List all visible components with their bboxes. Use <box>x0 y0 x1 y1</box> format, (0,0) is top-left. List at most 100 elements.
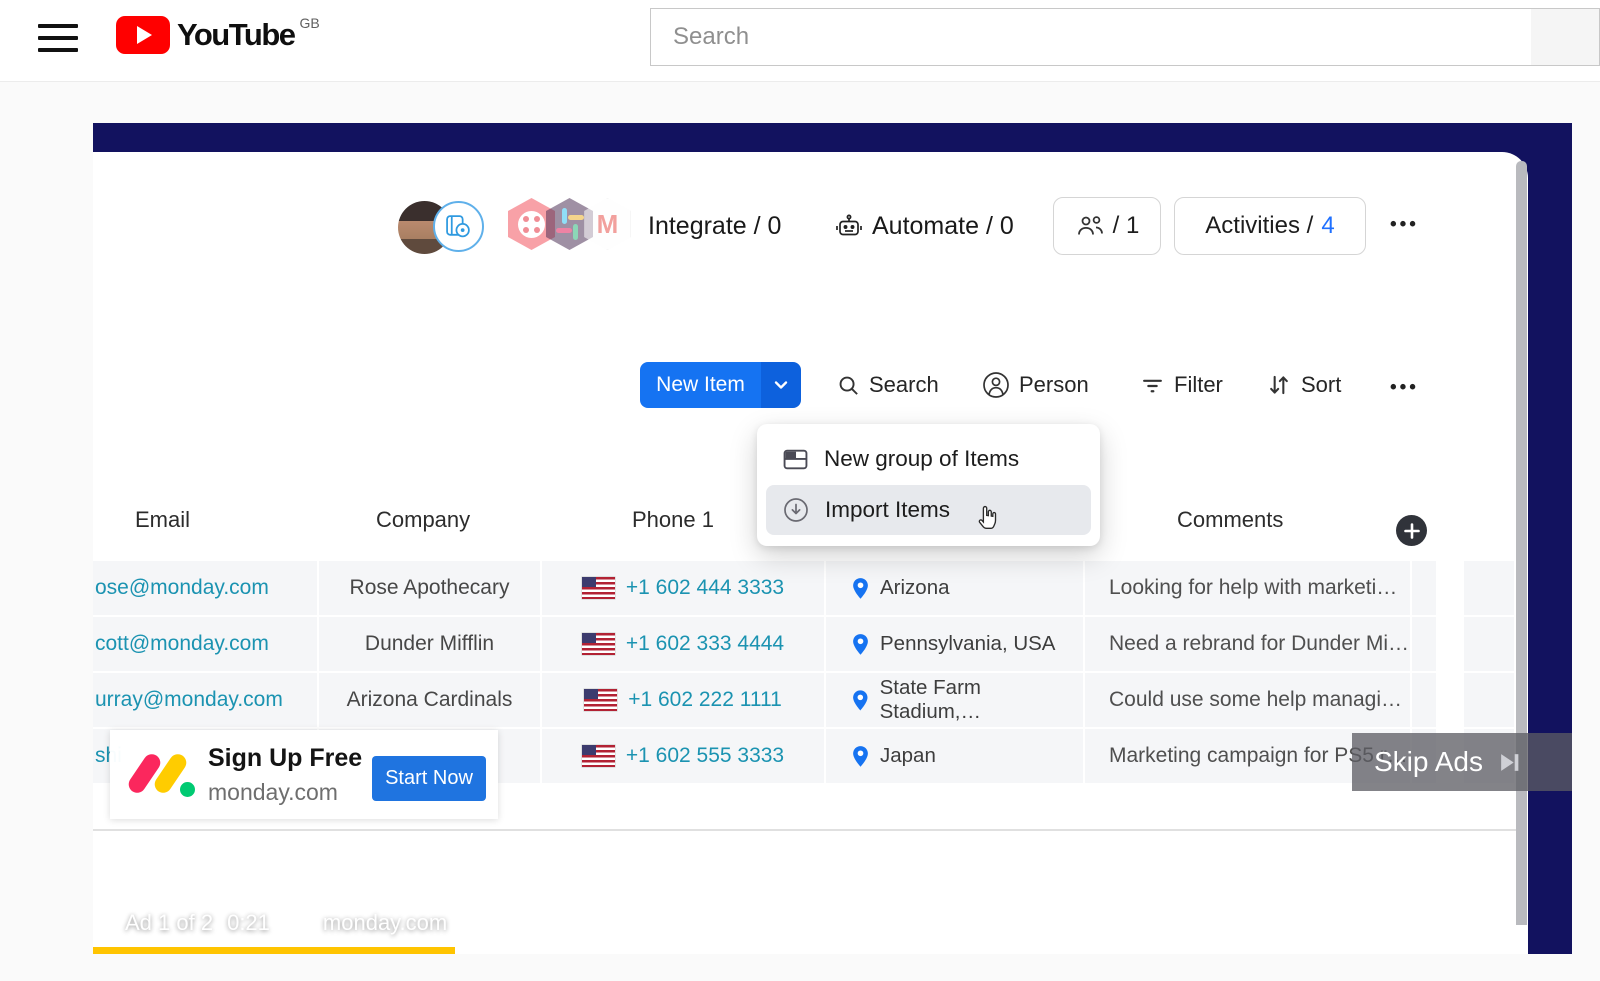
monday-app-card: M Integrate / 0 Automate / 0 / 1 Activit… <box>93 152 1528 954</box>
phone-cell[interactable]: +1 602 222 1111 <box>542 673 826 727</box>
members-count: / 1 <box>1112 212 1140 239</box>
toolbar-person-label: Person <box>1019 372 1089 397</box>
board-toolbar: New Item Search Person Filter <box>93 362 1528 408</box>
ad-progress-bar[interactable] <box>93 947 455 954</box>
location-pin-icon <box>853 689 868 710</box>
board-view-icon <box>433 201 484 252</box>
comment-cell[interactable]: Looking for help with marketi… <box>1085 561 1412 615</box>
sort-icon <box>1270 375 1288 395</box>
ad-meta-bar: Ad 1 of 2 0:21 monday.com <box>125 910 482 936</box>
company-cell[interactable]: Rose Apothecary <box>319 561 542 615</box>
toolbar-sort[interactable]: Sort <box>1266 362 1341 408</box>
plus-icon <box>1403 522 1420 539</box>
integrate-label[interactable]: Integrate / 0 <box>648 212 782 240</box>
menu-item-import-items[interactable]: Import Items <box>766 485 1091 535</box>
location-pin-icon <box>853 633 868 655</box>
location-cell[interactable]: State Farm Stadium,… <box>826 673 1085 727</box>
us-flag-icon <box>581 633 615 655</box>
location-pin-icon <box>853 745 868 767</box>
location-pin-icon <box>853 577 868 599</box>
email-cell[interactable]: ose@monday.com <box>93 561 319 615</box>
empty-cell <box>1464 617 1516 671</box>
board-end-divider <box>93 829 1516 831</box>
toolbar-more-button[interactable]: ••• <box>1390 377 1419 398</box>
automate-label[interactable]: Automate / 0 <box>872 212 1014 240</box>
email-cell[interactable]: cott@monday.com <box>93 617 319 671</box>
new-item-label: New Item <box>640 362 761 408</box>
youtube-region-label: GB <box>299 15 320 31</box>
add-column-button[interactable] <box>1396 515 1427 546</box>
email-cell[interactable]: urray@monday.com <box>93 673 319 727</box>
toolbar-search-label: Search <box>869 372 939 397</box>
skip-next-icon <box>1501 753 1519 771</box>
toolbar-sort-label: Sort <box>1301 372 1342 397</box>
ad-title: Sign Up Free <box>208 744 363 772</box>
us-flag-icon <box>584 689 618 711</box>
youtube-play-icon <box>116 16 170 54</box>
company-cell[interactable]: Dunder Mifflin <box>319 617 542 671</box>
hand-cursor-icon <box>978 505 997 530</box>
start-now-button[interactable]: Start Now <box>372 756 486 801</box>
search-button[interactable] <box>1531 8 1600 66</box>
app-scrollbar[interactable] <box>1516 161 1527 925</box>
info-icon[interactable] <box>284 911 309 936</box>
filter-icon <box>1143 379 1162 392</box>
column-header-comments[interactable]: Comments <box>1177 507 1284 532</box>
skip-ads-button[interactable]: Skip Ads <box>1352 733 1572 791</box>
group-icon <box>783 449 808 469</box>
new-item-dropdown-toggle[interactable] <box>761 362 801 408</box>
board-more-button[interactable]: ••• <box>1390 214 1419 235</box>
activities-label: Activities / <box>1205 212 1314 239</box>
toolbar-person[interactable]: Person <box>982 362 1089 408</box>
toolbar-filter-label: Filter <box>1174 372 1223 397</box>
video-player[interactable]: M Integrate / 0 Automate / 0 / 1 Activit… <box>93 123 1572 954</box>
ad-position-label: Ad 1 of 2 <box>125 910 214 935</box>
us-flag-icon <box>581 577 615 599</box>
empty-cell <box>1464 673 1516 727</box>
youtube-logo[interactable]: YouTube GB <box>116 15 320 55</box>
phone-cell[interactable]: +1 602 555 3333 <box>542 729 826 783</box>
people-icon <box>1077 216 1103 235</box>
empty-cell <box>1412 673 1438 727</box>
monday-logo <box>125 742 196 806</box>
ad-advertiser-link[interactable]: monday.com <box>322 910 448 935</box>
empty-cell <box>1464 561 1516 615</box>
toolbar-search[interactable]: Search <box>837 362 939 408</box>
youtube-header: YouTube GB <box>0 0 1600 82</box>
new-item-dropdown-menu: New group of Items Import Items <box>757 424 1100 546</box>
empty-cell <box>1412 561 1438 615</box>
menu-item-label: New group of Items <box>824 446 1020 471</box>
column-header-company[interactable]: Company <box>376 507 471 532</box>
hamburger-menu-icon[interactable] <box>38 24 78 54</box>
location-cell[interactable]: Pennsylvania, USA <box>826 617 1085 671</box>
person-icon <box>983 372 1009 398</box>
search-icon <box>839 376 858 395</box>
ad-domain: monday.com <box>208 779 338 805</box>
us-flag-icon <box>581 745 615 767</box>
comment-cell[interactable]: Could use some help managi… <box>1085 673 1412 727</box>
column-header-phone[interactable]: Phone 1 <box>632 507 714 532</box>
location-cell[interactable]: Japan <box>826 729 1085 783</box>
column-header-email[interactable]: Email <box>135 507 191 532</box>
ad-overlay-card[interactable]: Sign Up Free monday.com Start Now <box>110 730 498 819</box>
ad-time-label: 0:21 <box>227 910 270 935</box>
phone-cell[interactable]: +1 602 444 3333 <box>542 561 826 615</box>
board-header: M Integrate / 0 Automate / 0 / 1 Activit… <box>93 152 1528 272</box>
chevron-down-icon <box>774 381 788 389</box>
comment-cell[interactable]: Need a rebrand for Dunder Mi… <box>1085 617 1412 671</box>
location-cell[interactable]: Arizona <box>826 561 1085 615</box>
phone-cell[interactable]: +1 602 333 4444 <box>542 617 826 671</box>
new-item-button[interactable]: New Item <box>640 362 801 408</box>
members-button[interactable]: / 1 <box>1053 197 1161 255</box>
skip-ads-label: Skip Ads <box>1374 746 1483 777</box>
youtube-wordmark: YouTube <box>177 17 296 52</box>
import-icon <box>784 498 808 522</box>
menu-item-new-group[interactable]: New group of Items <box>766 434 1091 484</box>
toolbar-filter[interactable]: Filter <box>1140 362 1223 408</box>
activities-button[interactable]: Activities / 4 <box>1174 197 1366 255</box>
company-cell[interactable]: Arizona Cardinals <box>319 673 542 727</box>
robot-icon <box>836 214 862 236</box>
search-input[interactable] <box>650 8 1532 66</box>
gmail-integration-icon: M <box>584 198 631 250</box>
